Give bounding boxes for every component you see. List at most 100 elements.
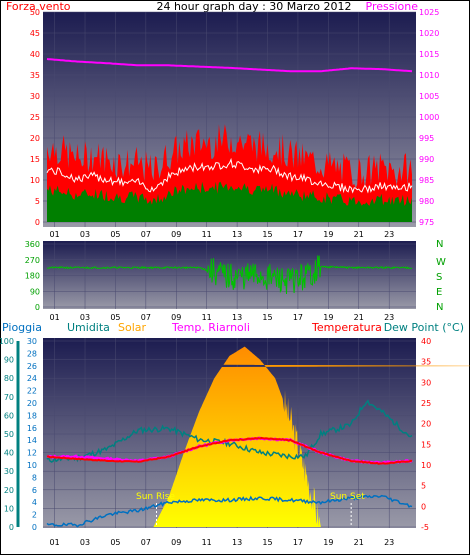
wind-axis-tick: 0 <box>35 218 40 227</box>
rain-axis-tick: 24 <box>27 374 37 383</box>
compass-label: N <box>436 302 443 313</box>
hour-tick-label: 05 <box>110 230 120 239</box>
pressure-axis-tick: 1005 <box>419 92 439 101</box>
compass-label: W <box>436 257 446 268</box>
sunrise-label: Sun Rise <box>136 492 175 502</box>
pressure-axis-tick: 1020 <box>419 29 439 38</box>
hour-tick-label: 11 <box>202 313 212 322</box>
humidity-axis-tick: 10 <box>4 504 14 513</box>
dew-point-line <box>46 494 413 528</box>
legend-humidity: Umidita <box>67 321 110 334</box>
humidity-axis-tick: 40 <box>4 449 14 458</box>
hour-tick-label: 03 <box>80 313 90 322</box>
compass-label: N <box>436 239 443 250</box>
rain-axis-tick: 26 <box>27 362 37 371</box>
humidity-axis-tick: 50 <box>4 430 14 439</box>
wind-axis-tick: 20 <box>30 134 40 143</box>
humidity-axis-tick: 100 <box>0 337 14 346</box>
humidity-axis-tick: 80 <box>4 374 14 383</box>
top-right-axis-label: Pressione <box>366 0 419 13</box>
temperature-axis-tick: 0 <box>421 502 426 511</box>
temperature-axis-tick: 15 <box>421 440 431 449</box>
legend-solar: Solar <box>118 321 147 334</box>
hour-tick-label: 01 <box>50 230 60 239</box>
legend-dew-point: Dew Point (°C) <box>384 321 464 334</box>
pressure-axis-tick: 1015 <box>419 50 439 59</box>
rain-axis-tick: 20 <box>27 399 37 408</box>
wind-avg-area <box>47 181 412 222</box>
wind-axis-tick: 40 <box>30 50 40 59</box>
chart-title: 24 hour graph day : 30 Marzo 2012 <box>156 0 351 13</box>
hour-tick-label: 07 <box>141 230 151 239</box>
wind-axis-tick: 30 <box>30 92 40 101</box>
rain-axis-tick: 22 <box>27 387 37 396</box>
wind-speed-line <box>46 157 413 194</box>
rain-axis-tick: 18 <box>27 411 37 420</box>
rain-axis-tick: 2 <box>32 511 37 520</box>
temperature-axis-tick: 10 <box>421 461 431 470</box>
humidity-axis-tick: 20 <box>4 486 14 495</box>
pressure-axis-tick: 1025 <box>419 8 439 17</box>
rain-axis-tick: 16 <box>27 424 37 433</box>
hour-tick-label: 19 <box>323 313 333 322</box>
rain-axis-tick: 10 <box>27 461 37 470</box>
hour-tick-label: 01 <box>50 538 60 547</box>
pressure-axis-tick: 1010 <box>419 71 439 80</box>
hour-tick-label: 23 <box>384 538 394 547</box>
direction-axis-tick: 360 <box>25 240 40 249</box>
hour-tick-label: 03 <box>80 538 90 547</box>
pressure-axis-tick: 990 <box>419 155 434 164</box>
hour-tick-label: 05 <box>110 313 120 322</box>
hour-tick-label: 15 <box>262 313 272 322</box>
humidity-axis-tick: 70 <box>4 393 14 402</box>
hour-tick-label: 03 <box>80 230 90 239</box>
hour-tick-label: 09 <box>171 313 181 322</box>
compass-label: S <box>436 272 442 283</box>
wind-direction-line <box>46 255 413 295</box>
rain-axis-tick: 8 <box>32 473 37 482</box>
temperature-axis-tick: 5 <box>421 482 426 491</box>
hour-tick-label: 15 <box>262 538 272 547</box>
hour-tick-label: 07 <box>141 538 151 547</box>
hour-tick-label: 15 <box>262 230 272 239</box>
legend-heat-index: Temp. Riarnoli <box>171 321 250 334</box>
hour-tick-label: 17 <box>293 538 303 547</box>
pressure-line <box>46 58 413 73</box>
wind-axis-tick: 25 <box>30 113 40 122</box>
pressure-axis-tick: 980 <box>419 197 434 206</box>
legend-temperature: Temperatura <box>311 321 382 334</box>
hour-tick-label: 23 <box>384 230 394 239</box>
pressure-axis-tick: 975 <box>419 218 434 227</box>
compass-label: E <box>436 287 442 298</box>
wind-axis-tick: 15 <box>30 155 40 164</box>
hour-tick-label: 17 <box>293 313 303 322</box>
rain-axis-tick: 30 <box>27 337 37 346</box>
temperature-axis-tick: 25 <box>421 399 431 408</box>
temperature-axis-tick: 35 <box>421 358 431 367</box>
hour-tick-label: 21 <box>354 313 364 322</box>
hour-tick-label: 07 <box>141 313 151 322</box>
top-left-axis-label: Forza vento <box>6 0 71 13</box>
direction-axis-tick: 90 <box>30 287 40 296</box>
wind-axis-tick: 5 <box>35 197 40 206</box>
tick-layer: 0510152025303540455097598098599099510001… <box>0 8 446 547</box>
wind-axis-tick: 50 <box>30 8 40 17</box>
temperature-axis-tick: 30 <box>421 378 431 387</box>
data-layer <box>46 58 470 528</box>
humidity-axis-tick: 0 <box>9 523 14 532</box>
sunset-label: Sun Set <box>330 492 365 502</box>
hour-tick-label: 11 <box>202 230 212 239</box>
pressure-axis-tick: 1000 <box>419 113 439 122</box>
hour-tick-label: 09 <box>171 230 181 239</box>
rain-axis-tick: 4 <box>32 498 37 507</box>
temperature-axis-tick: -5 <box>421 523 429 532</box>
hour-tick-label: 23 <box>384 313 394 322</box>
hour-tick-label: 17 <box>293 230 303 239</box>
rain-axis-tick: 12 <box>27 449 37 458</box>
wind-axis-tick: 45 <box>30 29 40 38</box>
hour-tick-label: 19 <box>323 230 333 239</box>
direction-axis-tick: 180 <box>25 272 40 281</box>
humidity-axis-tick: 60 <box>4 411 14 420</box>
direction-axis-tick: 270 <box>25 256 40 265</box>
solar-area <box>153 346 470 527</box>
